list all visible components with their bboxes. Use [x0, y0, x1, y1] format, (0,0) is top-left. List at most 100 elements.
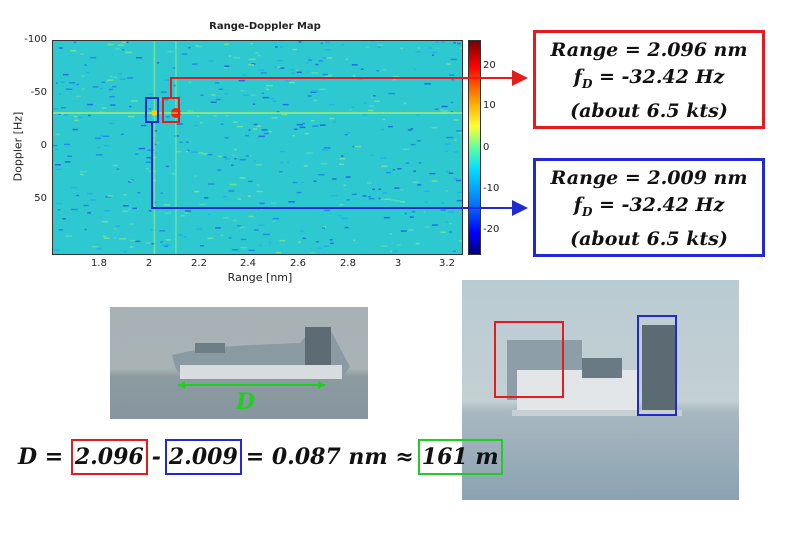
heatmap-noise-cell [339, 158, 346, 160]
heatmap-noise-cell [88, 114, 91, 117]
heatmap-noise-cell [188, 81, 192, 84]
heatmap-noise-cell [248, 180, 253, 183]
heatmap-noise-cell [79, 173, 84, 176]
heatmap-noise-cell [57, 113, 64, 115]
heatmap-noise-cell [81, 75, 85, 77]
heatmap-noise-cell [367, 182, 372, 184]
heatmap-noise-cell [458, 132, 462, 134]
heatmap-noise-cell [161, 91, 167, 93]
heatmap-noise-cell [429, 172, 436, 175]
heatmap-noise-cell [450, 101, 454, 104]
heatmap-noise-cell [450, 111, 453, 113]
heatmap-noise-cell [271, 202, 277, 204]
heatmap-noise-cell [239, 177, 246, 179]
heatmap-noise-cell [62, 218, 66, 220]
heatmap-noise-cell [362, 195, 367, 197]
heatmap-noise-cell [200, 121, 203, 124]
heatmap-noise-cell [82, 88, 85, 90]
heatmap-noise-cell [164, 212, 171, 214]
ship-photo-zoom [462, 280, 739, 500]
heatmap-noise-cell [424, 226, 430, 228]
heatmap-noise-cell [76, 83, 80, 86]
heatmap-noise-cell [53, 144, 58, 147]
heatmap-noise-cell [274, 46, 278, 48]
heatmap-noise-cell [177, 234, 183, 236]
heatmap-noise-cell [92, 86, 99, 88]
heatmap-noise-cell [179, 141, 183, 144]
heatmap-noise-cell [274, 66, 280, 68]
heatmap-noise-cell [330, 242, 334, 245]
heatmap-noise-cell [250, 43, 253, 45]
heatmap-noise-cell [320, 42, 323, 45]
heatmap-noise-cell [453, 119, 459, 121]
heatmap-noise-cell [454, 139, 457, 141]
heatmap-noise-cell [86, 192, 93, 195]
heatmap-noise-cell [120, 133, 124, 135]
heatmap-noise-cell [441, 202, 445, 204]
heatmap-noise-cell [164, 79, 171, 81]
heatmap-noise-cell [87, 212, 91, 214]
heatmap-noise-cell [162, 244, 165, 247]
heatmap-noise-cell [258, 54, 261, 57]
heatmap-noise-cell [161, 98, 169, 101]
heatmap-noise-cell [193, 124, 199, 127]
heatmap-noise-cell [237, 198, 242, 200]
heatmap-noise-cell [113, 164, 118, 167]
heatmap-noise-cell [200, 94, 204, 96]
heatmap-noise-cell [125, 51, 132, 54]
heatmap-noise-cell [388, 125, 393, 128]
heatmap-noise-cell [432, 224, 438, 226]
heatmap-noise-cell [119, 78, 126, 80]
heatmap-noise-cell [449, 223, 452, 225]
heatmap-noise-cell [441, 41, 446, 43]
heatmap-noise-cell [351, 64, 358, 66]
heatmap-noise-cell [249, 207, 253, 209]
blue-range-text: Range = 2.009 nm [550, 167, 748, 189]
heatmap-noise-cell [450, 58, 457, 61]
heatmap-noise-cell [400, 230, 407, 232]
heatmap-noise-cell [400, 201, 405, 203]
heatmap-noise-cell [280, 161, 284, 164]
heatmap-noise-cell [416, 114, 420, 116]
heatmap-noise-cell [459, 47, 462, 49]
heatmap-noise-cell [389, 233, 392, 235]
heatmap-noise-cell [54, 249, 60, 251]
heatmap-noise-cell [79, 116, 83, 119]
heatmap-noise-cell [277, 59, 283, 62]
heatmap-noise-cell [327, 74, 333, 77]
heatmap-noise-cell [224, 158, 230, 160]
heatmap-noise-cell [370, 96, 374, 99]
heatmap-noise-cell [292, 48, 298, 51]
heatmap-noise-cell [163, 204, 170, 206]
heatmap-noise-cell [424, 83, 431, 85]
heatmap-noise-cell [271, 117, 278, 119]
heatmap-noise-cell [455, 130, 462, 132]
heatmap-noise-cell [129, 105, 132, 108]
heatmap-noise-cell [70, 208, 78, 211]
heatmap-noise-cell [224, 65, 230, 67]
heatmap-noise-cell [269, 241, 272, 244]
heatmap-noise-cell [451, 78, 455, 81]
heatmap-noise-cell [400, 189, 404, 191]
heatmap-noise-cell [145, 161, 151, 163]
heatmap-noise-cell [388, 92, 396, 95]
heatmap-noise-cell [200, 245, 204, 247]
heatmap-noise-cell [415, 242, 420, 245]
heatmap-noise-cell [194, 190, 199, 193]
heatmap-noise-cell [224, 93, 229, 95]
heatmap-noise-cell [260, 208, 264, 210]
heatmap-noise-cell [296, 71, 302, 73]
heatmap-noise-cell [61, 113, 64, 115]
heatmap-noise-cell [156, 142, 160, 144]
heatmap-noise-cell [113, 228, 117, 230]
heatmap-noise-cell [257, 69, 265, 71]
heatmap-noise-cell [118, 72, 122, 75]
heatmap-noise-cell [439, 109, 444, 111]
length-equation: D = 2.096 - 2.009 = 0.087 nm ≈ 161 m [18, 438, 503, 476]
heatmap-noise-cell [122, 49, 125, 51]
heatmap-noise-cell [318, 174, 325, 176]
heatmap-noise-cell [325, 49, 332, 51]
heatmap-noise-cell [83, 204, 89, 207]
heatmap-noise-cell [411, 210, 416, 213]
heatmap-noise-cell [259, 244, 262, 247]
